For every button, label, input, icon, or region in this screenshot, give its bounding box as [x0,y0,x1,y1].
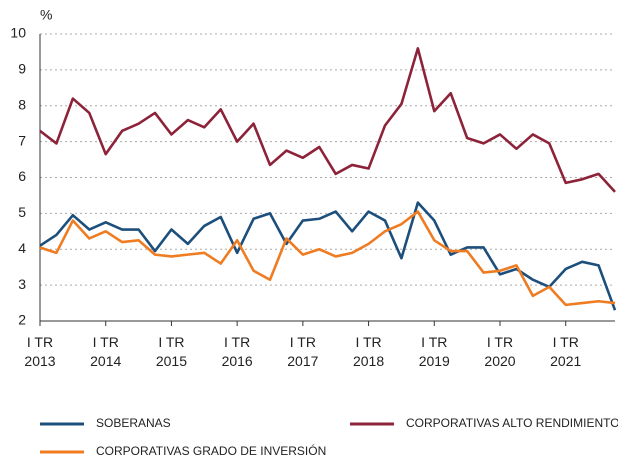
x-tick-label-line: 2018 [353,353,384,369]
series-line [39,210,616,307]
x-tick-label-line: 2016 [222,353,253,369]
legend-label: SOBERANAS [96,416,171,430]
x-tick-label: I TR 2021 [550,334,581,369]
y-tick-label: 6 [18,168,26,184]
x-tick-label-line: I TR [487,334,513,350]
x-tick-label-line: 2013 [24,353,55,369]
x-tick-label: I TR 2015 [156,334,187,369]
x-tick-label-line: I TR [93,334,119,350]
legend-label: CORPORATIVAS GRADO DE INVERSIÓN [96,443,326,458]
x-tick-label: I TR 2013 [24,334,55,369]
x-tick-label-line: 2017 [287,353,318,369]
series-line [39,201,617,311]
x-tick-label: I TR 2017 [287,334,318,369]
x-tick-label: I TR 2014 [90,334,121,369]
x-tick-label-line: I TR [224,334,250,350]
y-tick-label: 2 [18,312,26,328]
x-tick-label-line: I TR [553,334,579,350]
x-tick-label-line: 2021 [550,353,581,369]
x-tick-label: I TR 2016 [222,334,253,369]
x-tick-label-line: I TR [27,334,53,350]
series-line [39,47,616,193]
y-unit-label: % [40,7,52,23]
y-tick-label: 9 [18,61,26,77]
x-tick-label-line: 2015 [156,353,187,369]
x-tick-label: I TR 2018 [353,334,384,369]
x-tick-label-line: 2014 [90,353,121,369]
y-tick-label: 4 [18,240,26,256]
y-tick-label: 10 [10,25,26,41]
x-tick-label: I TR 2020 [484,334,515,369]
x-tick-label-line: I TR [421,334,447,350]
x-tick-label-line: 2020 [484,353,515,369]
x-tick-label-line: I TR [290,334,316,350]
x-tick-label-line: 2019 [419,353,450,369]
y-tick-label: 5 [18,204,26,220]
y-tick-label: 8 [18,96,26,112]
y-tick-label: 7 [18,132,26,148]
x-tick-label: I TR 2019 [419,334,450,369]
x-tick-label-line: I TR [355,334,381,350]
x-tick-label-line: I TR [158,334,184,350]
y-tick-label: 3 [18,276,26,292]
legend-label: CORPORATIVAS ALTO RENDIMIENTO [406,416,618,430]
